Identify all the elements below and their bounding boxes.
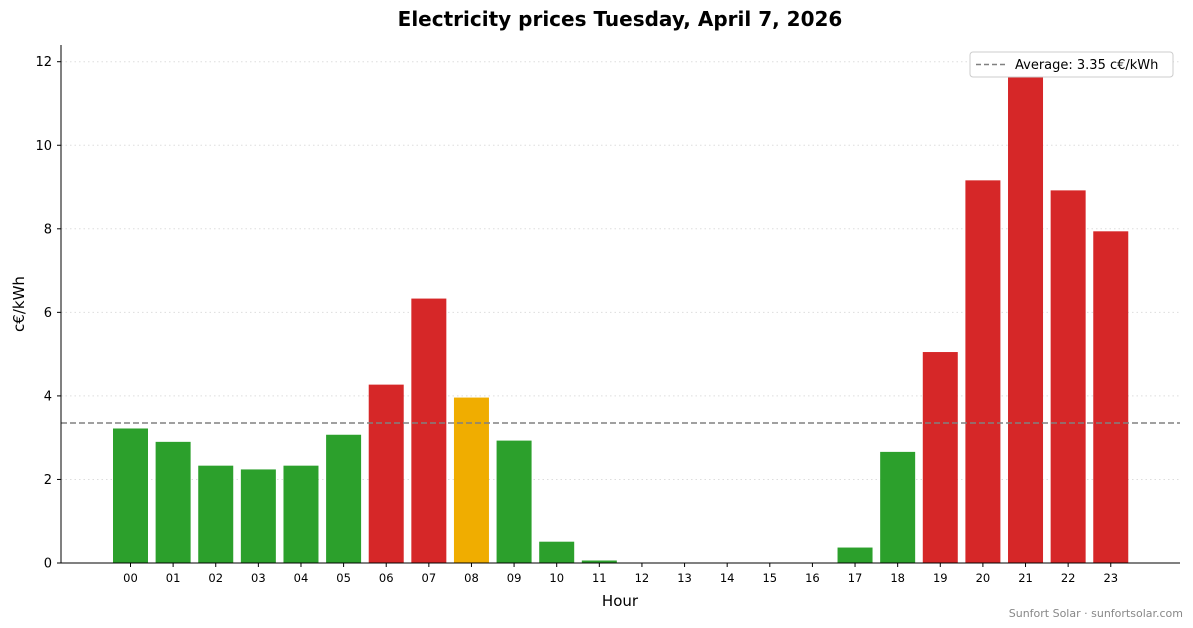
x-tick-label-06: 06	[379, 571, 394, 585]
bar-hour-19	[922, 352, 958, 563]
y-axis-label: c€/kWh	[10, 276, 28, 332]
x-tick-label-20: 20	[976, 571, 991, 585]
legend: Average: 3.35 c€/kWh	[969, 51, 1174, 78]
bar-hour-18	[880, 451, 916, 563]
x-tick-label-16: 16	[805, 571, 820, 585]
x-tick-label-02: 02	[208, 571, 223, 585]
bar-hour-08	[453, 397, 489, 563]
x-tick-label-08: 08	[464, 571, 479, 585]
x-tick-label-04: 04	[294, 571, 309, 585]
axes	[60, 45, 1180, 564]
y-tick-label-6: 6	[44, 306, 52, 321]
x-tick-label-05: 05	[336, 571, 351, 585]
x-tick-label-09: 09	[507, 571, 522, 585]
x-tick-label-07: 07	[422, 571, 437, 585]
bar-hour-10	[539, 541, 575, 563]
x-tick-label-13: 13	[677, 571, 692, 585]
x-tick-label-12: 12	[635, 571, 650, 585]
bar-hour-09	[496, 440, 532, 563]
y-ticks: 0 2 4 6 8 10 12	[35, 55, 61, 572]
bar-hour-01	[155, 441, 191, 563]
bar-hour-00	[113, 428, 148, 563]
footer-credit: Sunfort Solar · sunfortsolar.com	[1009, 607, 1183, 620]
x-tick-label-22: 22	[1061, 571, 1076, 585]
chart-title: Electricity prices Tuesday, April 7, 202…	[398, 7, 843, 31]
x-tick-label-01: 01	[166, 571, 181, 585]
x-tick-label-19: 19	[933, 571, 948, 585]
x-tick-label-03: 03	[251, 571, 266, 585]
bar-hour-02	[198, 465, 234, 563]
x-tick-label-21: 21	[1018, 571, 1033, 585]
bar-hour-03	[240, 469, 276, 563]
bar-hour-07	[411, 298, 447, 563]
legend-label-average: Average: 3.35 c€/kWh	[1015, 58, 1158, 73]
y-tick-label-4: 4	[44, 389, 52, 404]
x-axis-label: Hour	[602, 592, 639, 610]
bar-hour-04	[283, 465, 319, 563]
y-tick-label-8: 8	[44, 222, 52, 237]
x-ticks: 00 01 02 03 04 05 06 07 08 09 10 11 12 13 14 15 16 17 18 19…	[123, 563, 1118, 585]
bar-hour-23	[1093, 231, 1129, 563]
x-tick-label-11: 11	[592, 571, 607, 585]
x-tick-label-10: 10	[549, 571, 564, 585]
x-tick-label-23: 23	[1103, 571, 1118, 585]
y-tick-label-2: 2	[44, 473, 52, 488]
x-tick-label-17: 17	[848, 571, 863, 585]
bar-hour-20	[965, 180, 1001, 563]
y-tick-label-10: 10	[35, 139, 52, 154]
y-tick-label-0: 0	[44, 557, 52, 572]
x-tick-label-14: 14	[720, 571, 735, 585]
x-tick-label-15: 15	[762, 571, 777, 585]
bars	[113, 71, 1129, 564]
x-tick-label-18: 18	[890, 571, 905, 585]
x-tick-label-00: 00	[123, 571, 138, 585]
bar-hour-06	[368, 384, 404, 563]
bar-hour-21	[1008, 71, 1044, 564]
bar-hour-11	[581, 560, 617, 563]
bar-hour-17	[837, 547, 873, 563]
y-tick-label-12: 12	[35, 55, 52, 70]
bar-hour-05	[326, 434, 362, 563]
bar-hour-22	[1050, 190, 1086, 563]
legend-box	[969, 51, 1174, 78]
